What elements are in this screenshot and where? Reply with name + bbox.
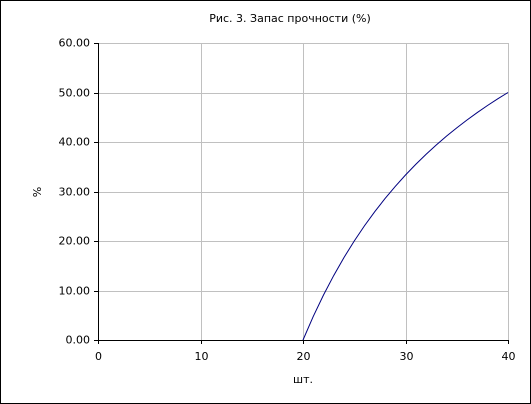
x-axis-label: шт.	[293, 373, 313, 386]
chart-title: Рис. 3. Запас прочности (%)	[209, 12, 371, 25]
y-tick-label: 0.00	[66, 334, 91, 347]
x-tick-label: 40	[502, 350, 516, 363]
x-tick-label: 20	[297, 350, 311, 363]
x-tick-label: 30	[400, 350, 414, 363]
data-line	[302, 92, 509, 341]
y-tick-label: 20.00	[59, 235, 91, 248]
x-tick-label: 10	[195, 350, 209, 363]
y-tick-label: 50.00	[59, 87, 91, 100]
y-tick-label: 40.00	[59, 136, 91, 149]
y-axis-label: %	[31, 187, 44, 197]
y-tick-label: 30.00	[59, 186, 91, 199]
x-tick-label: 0	[95, 350, 102, 363]
y-tick-label: 60.00	[59, 37, 91, 50]
y-tick-label: 10.00	[59, 285, 91, 298]
